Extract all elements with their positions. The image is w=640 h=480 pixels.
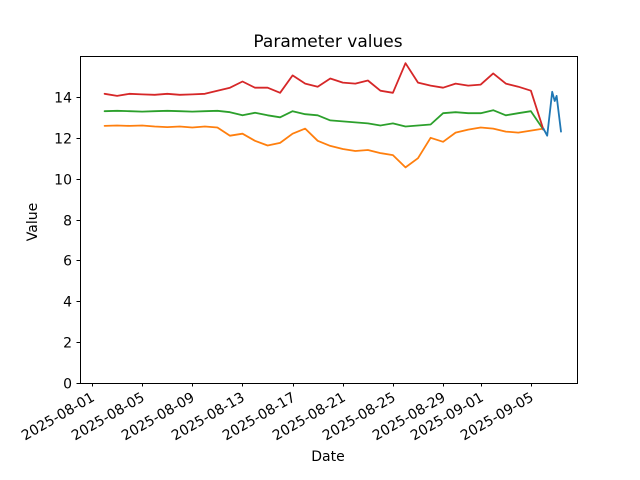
chart-title: Parameter values xyxy=(253,32,402,52)
series-orange-line xyxy=(103,124,545,169)
y-tick-label: 8 xyxy=(63,214,72,230)
y-tick-label: 6 xyxy=(63,254,72,270)
y-axis-label: Value xyxy=(25,203,41,241)
y-tick-label: 4 xyxy=(63,295,72,311)
series-green-line xyxy=(103,109,545,131)
axes-frame xyxy=(80,56,578,384)
y-tick-label: 12 xyxy=(54,132,72,148)
y-tick-label: 14 xyxy=(54,91,72,107)
y-tick-label: 10 xyxy=(54,173,72,189)
series-blue-line xyxy=(542,90,562,137)
x-axis-label: Date xyxy=(311,449,344,465)
y-tick-label: 2 xyxy=(63,336,72,352)
y-tick-label: 0 xyxy=(63,377,72,393)
series-red-line xyxy=(103,62,545,131)
